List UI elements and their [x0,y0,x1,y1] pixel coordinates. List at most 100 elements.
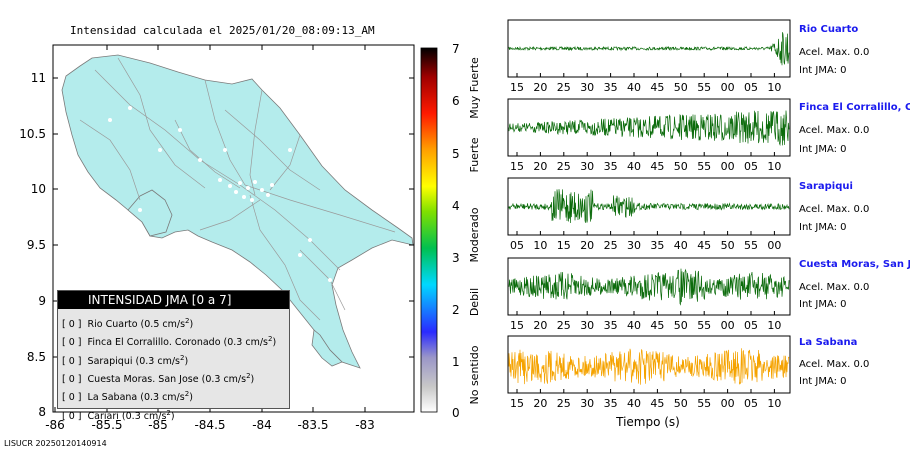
legend-exp: 2 [267,335,273,344]
waveform-tick-label: 55 [697,160,711,173]
lon-tick-label: -84.5 [194,418,225,432]
legend-close: ) [189,392,193,404]
lat-tick-label: 11 [31,71,46,85]
legend-exp: 2 [184,390,190,399]
legend-value: [ 0 ] [62,392,82,404]
lat-tick-label: 9 [38,294,46,308]
waveform-tick-label: 40 [627,397,641,410]
station-dots [108,106,374,346]
waveform-panels: 15 20 25 30 35 40 45 50 55 00 05 10 15 20 25 30 35 40 45 50… [507,19,791,410]
waveform-tick-label: 50 [674,160,688,173]
osa-peninsula [311,329,343,367]
lat-tick-label: 10 [31,182,46,196]
waveform-acel-max: Acel. Max. 0.0 [799,125,870,136]
waveform-tick-label: 35 [604,81,618,94]
waveform-tick-label: 45 [697,239,711,252]
waveform-tick-label: 10 [767,81,781,94]
waveform-trace [508,32,790,66]
waveform-tick-label: 35 [604,397,618,410]
time-axis-label: Tiempo (s) [615,415,680,429]
legend-value: [ 0 ] [62,319,82,331]
legend-row: [ 0 ] Cuesta Moras. San Jose (0.3 cm/s2) [58,369,289,387]
colorbar-level-label: Fuerte [468,137,481,172]
waveform-int-jma: Int JMA: 0 [799,222,847,233]
waveform-station-name: La Sabana [799,337,858,348]
lat-tick-label: 10.5 [19,127,46,141]
lat-tick-label: 9.5 [27,238,46,252]
waveform-acel-max: Acel. Max. 0.0 [799,47,870,58]
colorbar-level-label: Debil [468,288,481,316]
waveform-acel-max: Acel. Max. 0.0 [799,359,870,370]
waveform-tick-label: 45 [650,160,664,173]
waveform-tick-label: 05 [744,319,758,332]
legend-value: [ 0 ] [62,374,82,386]
waveform-tick-label: 50 [674,319,688,332]
waveform-tick-label: 20 [533,81,547,94]
waveform-tick-label: 30 [580,397,594,410]
lon-tick-label: -84 [252,418,272,432]
waveform-trace [508,348,790,385]
waveform-int-jma: Int JMA: 0 [799,65,847,76]
intensity-colorbar [420,47,438,413]
waveform-tick-label: 15 [510,397,524,410]
waveform-tick-label: 55 [697,319,711,332]
waveform-station-name: Sarapiqui [799,181,853,192]
footer-id: LISUCR 20250120140914 [4,439,107,448]
waveform-tick-label: 05 [510,239,524,252]
intensity-legend: INTENSIDAD JMA [0 a 7] [ 0 ] Rio Cuarto … [57,290,290,422]
waveform-station-name: Finca El Corralillo, Coronado [799,102,910,113]
legend-exp: 2 [246,372,251,381]
lat-tick-label: 8.5 [27,350,46,364]
waveform-tick-label: 10 [767,160,781,173]
colorbar-level-label: No sentido [468,345,481,404]
waveform-tick-label: 15 [510,81,524,94]
legend-station: La Sabana (0.3 cm/s [87,392,185,404]
waveform-tick-label: 30 [627,239,641,252]
legend-value: [ 0 ] [62,355,82,367]
waveform-trace [508,268,790,306]
legend-row: [ 0 ] Sarapiqui (0.3 cm/s2) [58,351,289,369]
colorbar-tick-label: 2 [452,303,460,317]
waveform-tick-label: 30 [580,319,594,332]
lon-tick-label: -85.5 [91,418,122,432]
legend-station: Finca El Corralillo. Coronado (0.3 cm/s [87,337,268,349]
waveform-tick-label: 25 [557,160,571,173]
waveform-acel-max: Acel. Max. 0.0 [799,204,870,215]
colorbar-tick-label: 6 [452,94,460,108]
legend-header: INTENSIDAD JMA [0 a 7] [58,291,289,309]
waveform-tick-label: 40 [627,160,641,173]
legend-close: ) [272,337,277,349]
lat-tick-label: 8 [38,405,46,419]
colorbar-tick-label: 3 [452,251,460,265]
legend-close: ) [170,410,175,422]
waveform-acel-max: Acel. Max. 0.0 [799,282,870,293]
waveform-tick-label: 40 [627,319,641,332]
waveform-tick-label: 45 [650,81,664,94]
waveform-tick-label: 45 [650,319,664,332]
legend-value: [ 0 ] [62,337,82,349]
colorbar-tick-label: 7 [452,42,460,56]
waveform-tick-label: 20 [533,160,547,173]
waveform-tick-label: 55 [697,81,711,94]
legend-station: Sarapiqui (0.3 cm/s [87,355,180,367]
colorbar-tick-label: 4 [452,199,460,213]
lon-tick-label: -86 [45,418,65,432]
colorbar-level-label: Moderado [468,207,481,262]
legend-exp: 2 [185,317,190,325]
waveform-tick-label: 00 [721,160,735,173]
waveform-tick-label: 15 [557,239,571,252]
legend-close: ) [250,374,255,386]
waveform-int-jma: Int JMA: 0 [799,144,847,155]
legend-station: Rio Cuarto (0.5 cm/s [87,319,186,331]
legend-row: [ 0 ] Cariari (0.3 cm/s2) [58,406,289,424]
legend-row: [ 0 ] Rio Cuarto (0.5 cm/s2) [58,314,289,332]
waveform-tick-label: 55 [744,239,758,252]
waveform-tick-label: 30 [580,81,594,94]
colorbar-tick-label: 0 [452,406,460,420]
lon-tick-label: -83 [355,418,375,432]
legend-station: Cariari (0.3 cm/s [87,410,167,422]
legend-exp: 2 [166,408,171,417]
waveform-tick-label: 15 [510,160,524,173]
waveform-tick-label: 45 [650,397,664,410]
